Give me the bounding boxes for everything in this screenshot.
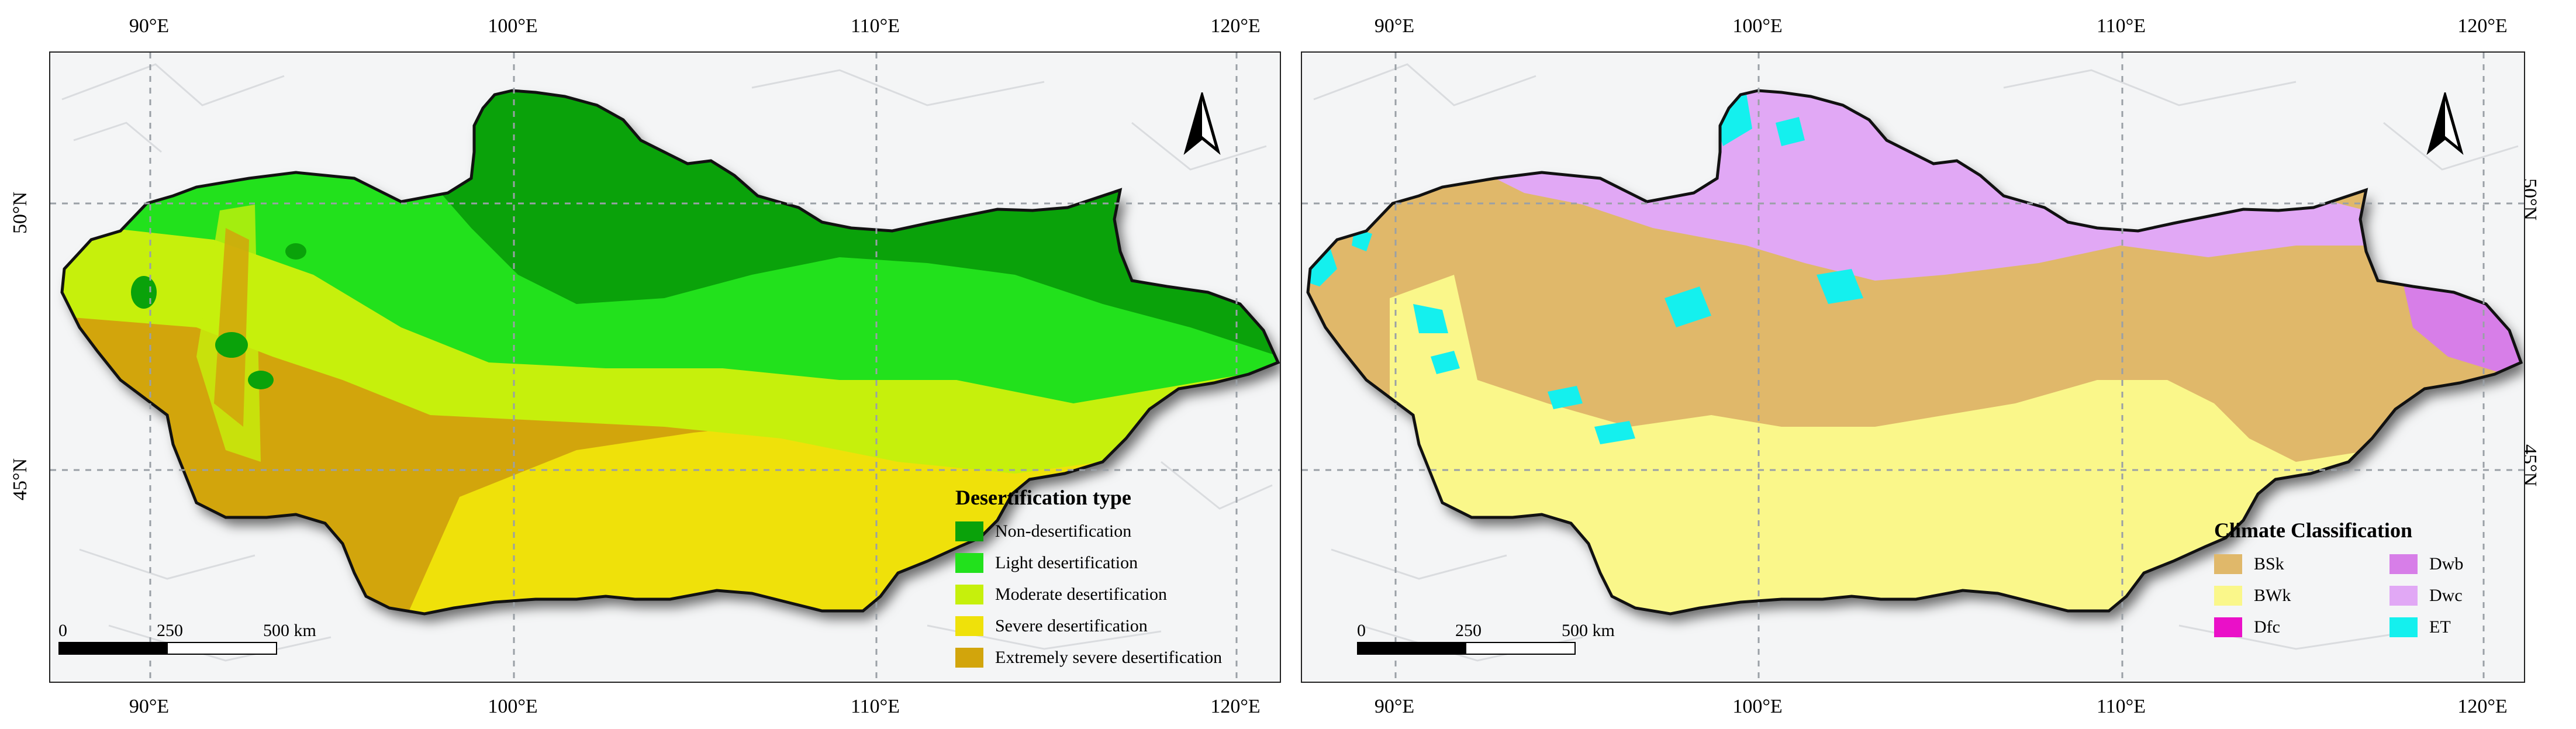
graticule: [1302, 53, 2524, 682]
legend-title: Desertification type: [955, 486, 1131, 509]
lon-label-top-100: 100°E: [1732, 15, 1783, 37]
legend-label: Extremely severe desertification: [995, 648, 1223, 667]
lon-label-bottom-120: 120°E: [1210, 696, 1261, 717]
north-arrow-icon: [2425, 89, 2465, 160]
scale-label-0: 0: [58, 621, 67, 640]
scale-label-500: 500 km: [1562, 621, 1615, 640]
scale-bar: 0 250 500 km: [58, 621, 316, 655]
climate-map-panel: 90°E 100°E 110°E 120°E 90°E 100°E 110°E …: [1288, 0, 2576, 729]
lon-label-top-100: 100°E: [488, 15, 538, 37]
legend-item-dwc: Dwc: [2389, 580, 2506, 611]
scale-bar-graphic: [58, 642, 277, 655]
legend-label: Dfc: [2254, 617, 2280, 637]
legend-label: Light desertification: [995, 553, 1138, 572]
legend-item-non-desertification: Non-desertification: [955, 516, 1222, 547]
desertification-map-panel: 90°E 100°E 110°E 120°E 90°E 100°E 110°E …: [9, 15, 1281, 717]
lon-label-bottom-110: 110°E: [850, 696, 900, 717]
lon-label-top-90: 90°E: [129, 15, 170, 37]
legend-swatch: [2389, 617, 2418, 637]
legend-swatch: [955, 521, 983, 541]
legend-item-moderate-desertification: Moderate desertification: [955, 579, 1222, 610]
lon-label-top-110: 110°E: [2096, 15, 2146, 37]
scale-label-250: 250: [1455, 621, 1482, 640]
lat-label-left-45: 45°N: [9, 458, 31, 500]
lon-label-top-120: 120°E: [1210, 15, 1261, 37]
legend-swatch: [955, 553, 983, 573]
legend-item-bwk: BWk: [2214, 580, 2389, 611]
desertification-map-frame: Desertification type Non-desertification…: [49, 51, 1281, 683]
terrain-texture: [61, 63, 1273, 662]
legend-item-light-desertification: Light desertification: [955, 547, 1222, 579]
lon-label-bottom-90: 90°E: [1374, 696, 1415, 717]
legend-item-severe-desertification: Severe desertification: [955, 610, 1222, 642]
scale-label-0: 0: [1357, 621, 1366, 640]
legend-item-dfc: Dfc: [2214, 611, 2389, 643]
legend-item-bsk: BSk: [2214, 548, 2389, 580]
legend-swatch: [2389, 554, 2418, 574]
legend-swatch: [2214, 554, 2242, 574]
desertification-map: [50, 53, 1280, 682]
scale-label-500: 500 km: [263, 621, 316, 640]
scale-label-250: 250: [157, 621, 183, 640]
climate-legend: Climate Classification BSk Dwb BWk Dwc: [2214, 518, 2506, 643]
lat-label-left-50: 50°N: [9, 191, 31, 234]
lon-label-bottom-110: 110°E: [2096, 696, 2146, 717]
desertification-legend: Desertification type Non-desertification…: [955, 485, 1222, 673]
climate-map-frame: Climate Classification BSk Dwb BWk Dwc: [1301, 51, 2525, 683]
legend-label: ET: [2429, 617, 2451, 637]
lon-label-bottom-100: 100°E: [488, 696, 538, 717]
legend-swatch: [2214, 617, 2242, 637]
lon-label-bottom-100: 100°E: [1732, 696, 1783, 717]
legend-item-et: ET: [2389, 611, 2506, 643]
legend-label: Moderate desertification: [995, 585, 1168, 604]
legend-label: BWk: [2254, 586, 2291, 605]
north-arrow-icon: [1182, 89, 1223, 160]
legend-swatch: [955, 585, 983, 604]
legend-label: Dwc: [2429, 586, 2463, 605]
lon-label-top-120: 120°E: [2457, 15, 2508, 37]
legend-swatch: [955, 616, 983, 636]
legend-label: Severe desertification: [995, 616, 1148, 635]
lon-label-bottom-90: 90°E: [129, 696, 170, 717]
lon-label-top-110: 110°E: [850, 15, 900, 37]
legend-swatch: [2214, 586, 2242, 606]
lon-label-top-90: 90°E: [1374, 15, 1415, 37]
legend-swatch: [955, 648, 983, 668]
climate-map: [1302, 53, 2524, 682]
legend-swatch: [2389, 586, 2418, 606]
legend-label: Non-desertification: [995, 521, 1132, 541]
scale-bar: 0 250 500 km: [1357, 621, 1615, 655]
legend-title: Climate Classification: [2214, 519, 2412, 542]
scale-bar-graphic: [1357, 642, 1576, 655]
legend-label: BSk: [2254, 554, 2284, 573]
legend-label: Dwb: [2429, 554, 2464, 573]
lon-label-bottom-120: 120°E: [2457, 696, 2508, 717]
legend-item-dwb: Dwb: [2389, 548, 2506, 580]
legend-item-extremely-severe-desertification: Extremely severe desertification: [955, 642, 1222, 673]
